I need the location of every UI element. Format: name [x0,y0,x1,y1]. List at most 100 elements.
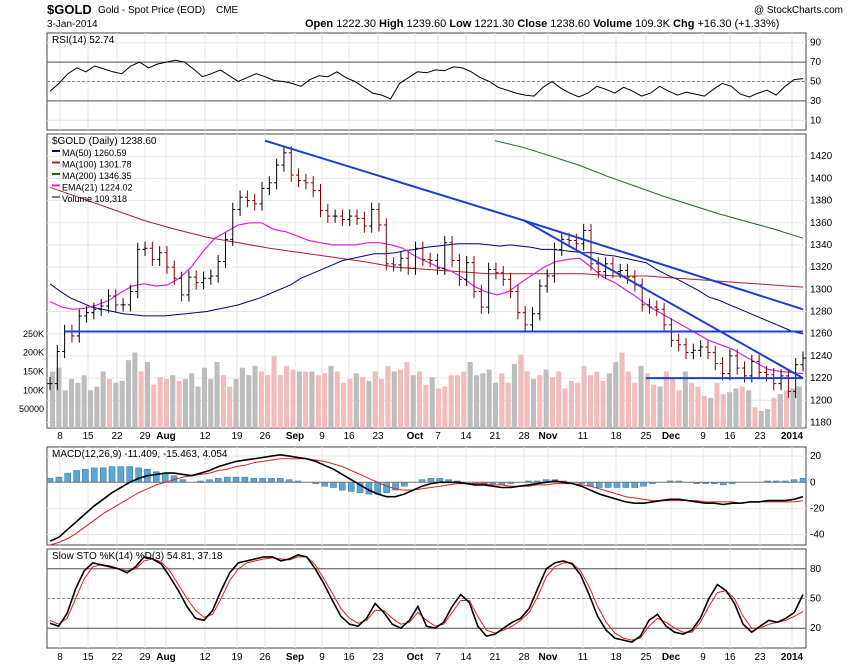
volume-bar [189,373,195,428]
x-tick-label: 9 [700,652,706,663]
volume-bar [119,380,125,428]
x-tick-label: 28 [518,431,530,442]
x-tick-label: 23 [372,431,384,442]
volume-bar [176,380,182,428]
x-tick-label: 22 [111,652,123,663]
volume-bar [613,362,619,428]
macd-histogram-bar [622,482,630,488]
x-tick-label: 29 [139,652,151,663]
volume-bar [417,371,423,428]
x-tick-label: 23 [754,431,766,442]
volume-bar [151,384,157,428]
volume-bar [486,369,492,428]
x-tick-label: 16 [724,652,736,663]
macd-histogram-bar [117,466,125,483]
volume-bar [657,386,663,428]
quote-date: 3-Jan-2014 [47,19,98,30]
macd-histogram-bar [223,476,231,483]
volume-bar [505,382,511,428]
y-tick-label: 1260 [810,329,833,340]
macd-histogram-bar [427,478,435,483]
watermark: @ StockCharts.com [754,5,843,16]
y-tick-label: 50 [810,594,822,605]
price-title: $GOLD (Daily) 1238.60 [52,136,157,147]
x-tick-label: Aug [156,431,175,442]
volume-tick-label: 150K [23,366,44,376]
chg-label: Chg [673,18,694,30]
open-label: Open [305,18,333,30]
volume-bar [366,380,372,428]
volume-bar [157,377,163,428]
macd-histogram-bar [55,476,63,483]
volume-bar [752,407,758,428]
x-tick-label: 8 [57,652,63,663]
volume-bar [170,375,176,428]
chg-value: +16.30 (+1.33%) [697,18,779,30]
volume-bar [227,386,233,428]
x-tick-label: 23 [754,652,766,663]
volume-bar [347,379,353,428]
x-tick-label: 21 [489,652,501,663]
y-tick-label: 1280 [810,307,833,318]
volume-bar [632,382,638,428]
legend-swatch [52,161,60,164]
x-tick-label: 7 [435,431,441,442]
y-tick-label: 1340 [810,240,833,251]
stochastic-panel: 80 50 20 Slow STO %K(14) %D(3) 54.81, 37.18 [46,548,822,649]
macd-histogram-bar [383,482,390,494]
x-tick-label: 22 [111,431,123,442]
macd-histogram-bar [91,467,98,483]
volume-bar [524,371,530,428]
volume-bar [246,375,252,428]
volume-bar [733,388,739,428]
volume-bar [391,371,397,428]
volume-bar [214,362,220,428]
volume-bar [379,379,385,428]
macd-histogram-bar [259,478,266,483]
volume-bar [372,371,378,428]
low-value: 1221.30 [474,18,514,30]
volume-bar [619,352,625,428]
macd-histogram-bar [613,482,621,488]
y-tick-label: 10 [810,115,822,126]
volume-bar [492,382,498,428]
volume-bar [467,362,473,428]
volume-bar [682,371,688,428]
macd-histogram-bar [241,476,249,483]
volume-bar [474,375,480,428]
volume-bar [303,371,309,428]
x-tick-label: 21 [489,431,501,442]
legend-swatch [52,150,60,152]
y-tick-label: 30 [810,96,822,107]
x-axis: 8 15 22 29 Aug 12 19 26 Sep 9 16 23 Oct 7 14 21 28 Nov 11 1… [57,431,803,663]
close-label: Close [517,18,547,30]
volume-bar [328,365,334,428]
legend-swatch [52,184,60,187]
volume-bar [436,388,442,428]
volume-bar [208,379,214,428]
sto-k-line [49,554,804,643]
volume-bar [543,369,549,428]
ma200-line [494,140,804,239]
x-tick-label: 9 [700,431,706,442]
volume-bar [233,379,239,428]
volume-bar [714,382,720,428]
volume-bar [575,382,581,428]
legend-swatch [52,173,60,175]
svg-text:Open 1222.30 High 1239.60 Low: Open 1222.30 High 1239.60 Low 1221.30 Cl… [305,18,779,30]
legend-entry: Volume 109,318 [62,194,127,204]
macd-histogram-bar [631,482,638,488]
y-tick-label: 1380 [810,196,833,207]
x-tick-label: 18 [610,652,622,663]
volume-bar [796,386,802,428]
volume-bar [201,367,207,428]
sto-d-line [49,556,804,641]
x-tick-label: Sep [286,431,304,442]
x-tick-label: 28 [518,652,530,663]
x-tick-label: 16 [724,431,736,442]
macd-panel: 20 0 -20 -40 MACD(12,26,9) -11.409, -15.463,… [46,446,825,546]
macd-histogram-bar [215,478,222,483]
volume-bar [290,369,296,428]
volume-bar [163,379,169,428]
ma50-line [49,243,804,335]
